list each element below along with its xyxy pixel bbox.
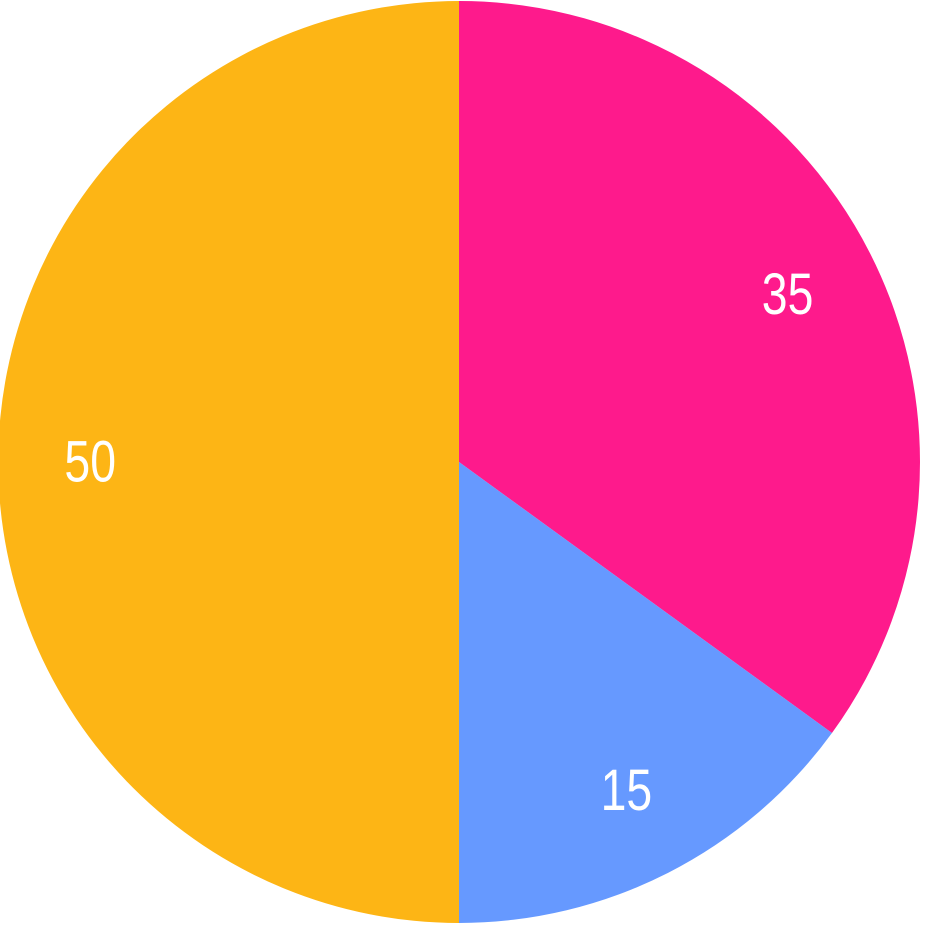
pie-slice-35 [459, 1, 920, 733]
data-label-50: 50 [64, 429, 116, 494]
pie-slice-15 [459, 462, 832, 923]
data-label-15: 15 [601, 758, 653, 823]
pie-slice-50 [0, 1, 459, 923]
data-label-35: 35 [762, 262, 814, 327]
